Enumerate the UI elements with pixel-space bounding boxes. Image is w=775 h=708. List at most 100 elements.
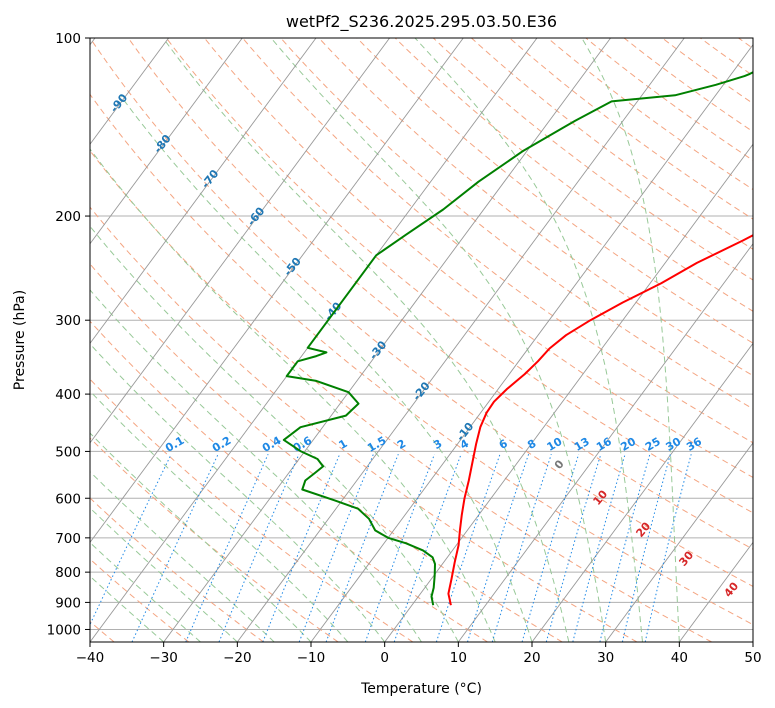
- isotherm-line: [90, 38, 464, 544]
- x-tick-label: −40: [76, 650, 105, 666]
- dry-adiabat-line: [127, 38, 753, 550]
- isotherm-line: [752, 641, 753, 642]
- mixing-ratio-line: [298, 454, 374, 642]
- background-lines: [90, 38, 753, 642]
- dry-adiabat-line: [432, 38, 753, 281]
- chart-title: wetPf2_S236.2025.295.03.50.E36: [286, 12, 557, 32]
- mixing-ratio-line: [621, 454, 671, 642]
- dry-adiabat-line: [471, 38, 753, 250]
- y-tick-label: 800: [55, 565, 81, 581]
- moist-adiabat-line: [414, 38, 643, 642]
- plot-frame: [89, 37, 754, 643]
- x-tick-label: 40: [671, 650, 688, 666]
- theta-e-label: 20: [633, 519, 653, 539]
- line-labels: -100-90-80-70-60-50-40-30-20-100.1 0.2 0.4…: [64, 45, 741, 600]
- y-tick-label: 100: [55, 31, 81, 47]
- mixing-ratio-line: [491, 454, 552, 642]
- isotherm-line: [236, 38, 685, 642]
- y-tick-label: 700: [55, 531, 81, 547]
- mixing-ratio-line: [599, 454, 651, 642]
- dry-adiabat-line: [242, 38, 753, 444]
- isotherm-line: [678, 541, 753, 642]
- moist-adiabat-line: [270, 38, 607, 642]
- mixing-ratio-label: 1: [337, 437, 350, 452]
- theta-e-label: 10: [590, 487, 610, 507]
- moist-adiabat-line: [90, 343, 386, 642]
- theta-e-label: 40: [721, 579, 741, 599]
- isotherm-line: [90, 38, 243, 245]
- dry-adiabat-line: [90, 437, 339, 642]
- mixing-ratio-label: 4: [458, 437, 471, 452]
- mixing-ratio-line: [131, 453, 219, 642]
- x-tick-label: −10: [297, 650, 326, 666]
- moist-adiabat-line: [119, 95, 533, 642]
- isotherm-line: [310, 43, 753, 642]
- y-tick-label: 500: [55, 444, 81, 460]
- y-axis-label: Pressure (hPa): [12, 290, 28, 390]
- isotherm-line: [163, 38, 611, 642]
- dry-adiabat-line: [165, 38, 753, 514]
- moist-adiabat-line: [90, 390, 349, 642]
- mixing-ratio-line: [90, 453, 172, 626]
- mixing-ratio-label: 6: [497, 437, 510, 452]
- mixing-ratio-line: [644, 454, 692, 642]
- isotherm-line: [531, 342, 753, 642]
- mixing-ratio-line: [364, 454, 435, 642]
- axes: −40 −30 −20 −10 0 10 20 30 40 50 100 200 300 400 500 60…: [47, 31, 762, 666]
- mixing-ratio-line: [467, 454, 530, 642]
- dry-adiabat-line: [90, 378, 414, 642]
- mixing-ratio-line: [435, 454, 501, 642]
- dry-adiabat-line: [318, 38, 753, 377]
- dry-adiabat-line: [280, 38, 753, 410]
- moist-adiabat-line: [90, 432, 312, 642]
- dry-adiabat-line: [90, 206, 638, 642]
- isotherm-line: [90, 38, 317, 345]
- mixing-ratio-line: [185, 453, 269, 642]
- dry-adiabat-line: [90, 93, 753, 626]
- moist-adiabat-line: [90, 575, 165, 642]
- moist-adiabat-line: [90, 471, 275, 642]
- dry-adiabat-line: [700, 38, 753, 77]
- theta-e-label: 30: [676, 548, 696, 568]
- isotherm-label: -100: [64, 45, 92, 75]
- moist-adiabat-line: [90, 541, 201, 642]
- x-tick-label: 20: [523, 650, 540, 666]
- moist-adiabat-line: [90, 225, 459, 642]
- moist-adiabat-line: [90, 507, 238, 642]
- isotherm-line: [90, 38, 390, 444]
- dry-adiabat-line: [623, 38, 753, 133]
- moist-adiabat-line: [162, 38, 570, 642]
- y-tick-label: 600: [55, 491, 81, 507]
- mixing-ratio-line: [545, 454, 602, 642]
- dry-adiabat-line: [356, 38, 753, 344]
- mixing-ratio-line: [521, 454, 580, 642]
- dry-adiabat-line: [547, 38, 753, 191]
- dry-adiabat-line: [90, 149, 712, 642]
- y-tick-label: 400: [55, 387, 81, 403]
- dry-adiabat-line: [90, 497, 264, 642]
- dry-adiabat-line: [738, 38, 753, 49]
- temperature-line: [447, 234, 753, 606]
- x-axis-label: Temperature (°C): [360, 681, 482, 697]
- y-tick-label: 900: [55, 595, 81, 611]
- y-tick-label: 300: [55, 313, 81, 329]
- x-tick-label: −30: [149, 650, 178, 666]
- dry-adiabat-line: [204, 38, 753, 478]
- y-tick-label: 200: [55, 209, 81, 225]
- x-tick-label: 50: [744, 650, 761, 666]
- dry-adiabat-line: [90, 263, 563, 642]
- dry-adiabat-line: [585, 38, 753, 161]
- moist-adiabat-line: [90, 289, 422, 642]
- isotherm-line: [457, 243, 753, 642]
- moist-adiabat-line: [581, 38, 680, 642]
- dry-adiabat-line: [509, 38, 753, 220]
- moist-adiabat-line: [90, 148, 496, 642]
- mixing-ratio-label: 3: [431, 437, 444, 452]
- profile-lines: [282, 71, 753, 606]
- dry-adiabat-line: [90, 38, 753, 587]
- x-tick-label: 10: [450, 650, 467, 666]
- x-tick-label: 0: [380, 650, 389, 666]
- mixing-ratio-label: 2: [395, 437, 408, 452]
- y-tick-label: 1000: [47, 622, 81, 638]
